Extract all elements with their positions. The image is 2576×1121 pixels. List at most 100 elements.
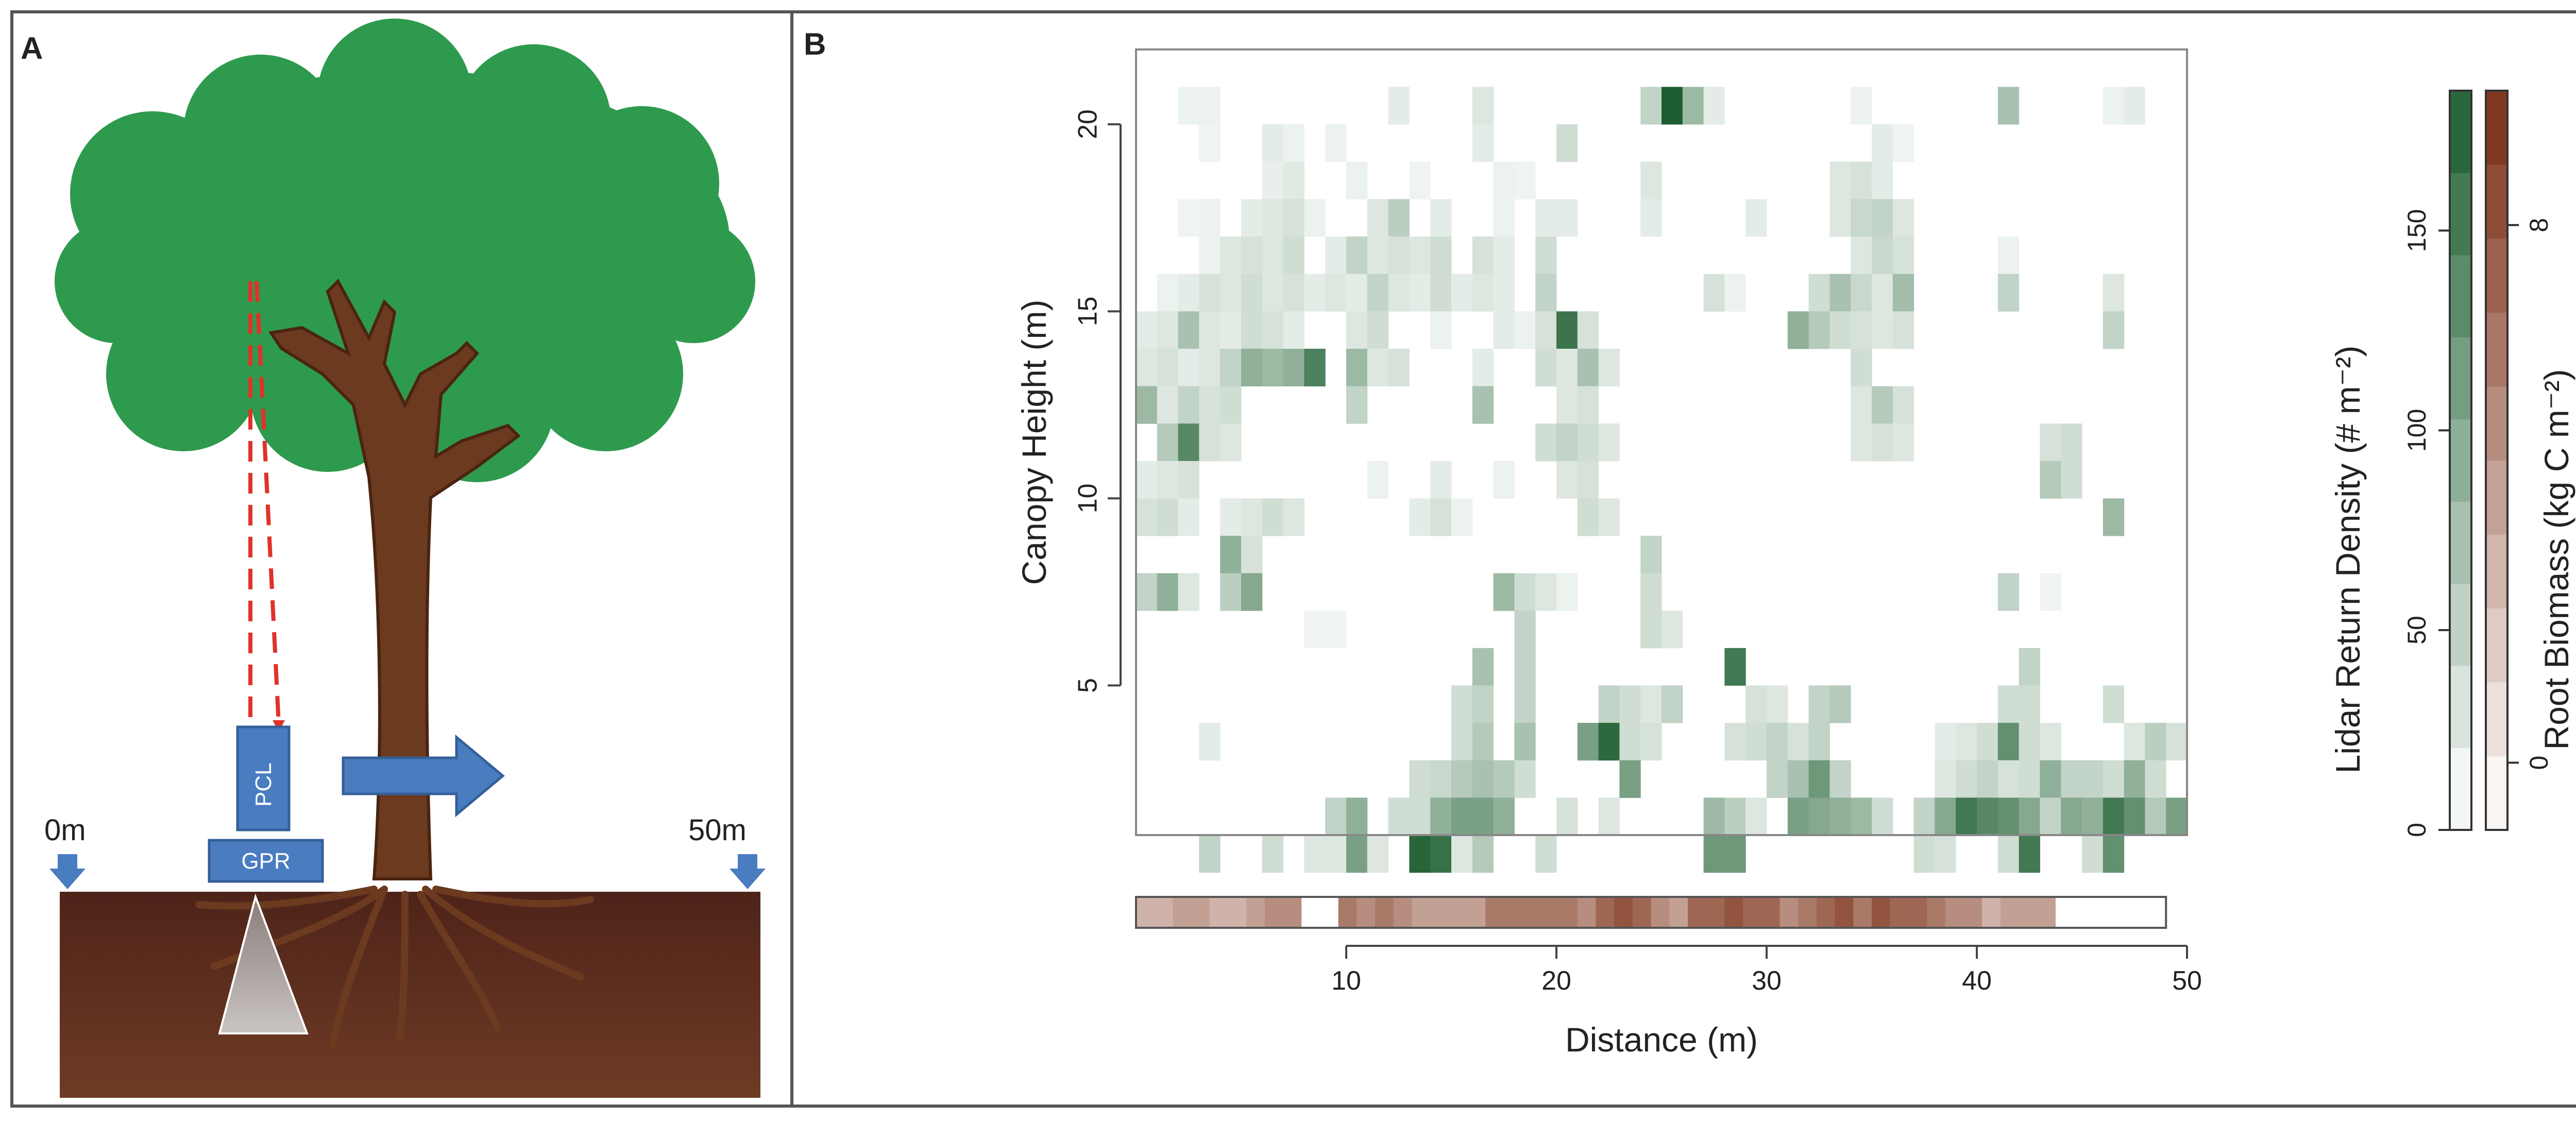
heatmap-cell	[1430, 274, 1452, 312]
heatmap-cell	[2166, 797, 2188, 836]
root-strip-frame	[1135, 896, 2167, 929]
root-biomass-cell	[1264, 897, 1284, 928]
heatmap-cell	[1997, 723, 2020, 761]
root-biomass-cell	[1632, 897, 1652, 928]
heatmap-cell	[1241, 348, 1263, 387]
heatmap-cell	[1430, 797, 1452, 836]
heatmap-cell	[1662, 685, 1683, 723]
root-biomass-cell	[1448, 897, 1468, 928]
heatmap-cell	[1283, 161, 1304, 199]
heatmap-cell	[1451, 835, 1473, 873]
colorbar-frame	[2449, 90, 2472, 831]
x-axis: 10 20 30 40 50	[1331, 945, 2202, 996]
heatmap-cell	[1556, 348, 1578, 387]
y-axis: 5 10 15 20	[1073, 109, 1122, 693]
root-colorbar-title: Root Biomass (kg C m⁻²)	[2537, 369, 2575, 750]
colorbar-swatch	[2486, 386, 2507, 461]
heatmap-cell	[1703, 87, 1725, 125]
heatmap-cell	[1451, 498, 1473, 536]
heatmap-cell	[1619, 723, 1641, 761]
heatmap-cell	[1535, 311, 1557, 349]
heatmap-cell	[2103, 797, 2125, 836]
colorbar-tick-label: 100	[2402, 409, 2431, 452]
root-biomass-cell	[1338, 897, 1357, 928]
heatmap-cell	[1283, 124, 1304, 162]
heatmap-cell	[1493, 274, 1515, 312]
heatmap-cell	[1304, 274, 1326, 312]
heatmap-cell	[1199, 348, 1221, 387]
lidar-colorbar: 0 50 100 150	[2402, 90, 2472, 837]
heatmap-cell	[1409, 236, 1431, 275]
heatmap-cell	[1598, 423, 1620, 462]
root-biomass-cell	[1283, 897, 1302, 928]
heatmap-cell	[1745, 199, 1767, 237]
heatmap-cell	[1451, 685, 1473, 723]
heatmap-cell	[1556, 386, 1578, 424]
root-biomass-cell	[1706, 897, 1725, 928]
heatmap-cell	[1892, 236, 1914, 275]
end-distance-label: 50m	[688, 813, 747, 847]
heatmap-cell	[1367, 274, 1389, 312]
heatmap-cell	[2103, 274, 2125, 312]
heatmap-cell	[1724, 797, 1746, 836]
heatmap-cell	[2019, 685, 2040, 723]
heatmap-cell	[1577, 498, 1599, 536]
root-biomass-cell	[1540, 897, 1560, 928]
heatmap-cell	[1199, 311, 1221, 349]
root-biomass-cell	[1798, 897, 1817, 928]
colorbar-swatch	[2450, 419, 2471, 502]
heatmap-cell	[1136, 573, 1158, 611]
heatmap-cell	[1892, 311, 1914, 349]
heatmap-cell	[1262, 124, 1284, 162]
heatmap-cell	[1178, 274, 1199, 312]
heatmap-cell	[1535, 423, 1557, 462]
heatmap-cell	[1430, 236, 1452, 275]
heatmap-cell	[2103, 311, 2125, 349]
heatmap-cell	[1388, 797, 1410, 836]
heatmap-cell	[1346, 835, 1368, 873]
heatmap-cell	[1283, 274, 1304, 312]
heatmap-cell	[1178, 348, 1199, 387]
heatmap-cell	[1724, 274, 1746, 312]
heatmap-cell	[1199, 199, 1221, 237]
heatmap-cell	[1409, 797, 1431, 836]
y-tick-label: 15	[1073, 296, 1103, 326]
root-biomass-cell	[2147, 897, 2166, 928]
heatmap-cell	[1556, 797, 1578, 836]
heatmap-cell	[1241, 536, 1263, 574]
heatmap-cell	[1535, 835, 1557, 873]
gpr-label: GPR	[241, 848, 290, 874]
heatmap-cell	[1808, 723, 1830, 761]
heatmap-cell	[1556, 423, 1578, 462]
root-biomass-cell	[1136, 897, 1155, 928]
heatmap-cell	[2082, 835, 2104, 873]
heatmap-cell	[1640, 87, 1662, 125]
tree-trunk	[268, 279, 521, 880]
heatmap-cell	[1409, 760, 1431, 798]
x-tick-label: 30	[1752, 966, 1782, 996]
heatmap-cell	[1304, 835, 1326, 873]
heatmap-cell	[1829, 161, 1851, 199]
heatmap-cell	[1892, 423, 1914, 462]
heatmap-cell	[1136, 498, 1158, 536]
heatmap-cell	[1598, 348, 1620, 387]
heatmap-cell	[2103, 760, 2125, 798]
heatmap-cell	[1577, 461, 1599, 499]
heatmap-cell	[1935, 760, 1956, 798]
heatmap-cell	[1178, 199, 1199, 237]
root-biomass-cell	[2092, 897, 2111, 928]
heatmap-cell	[2019, 723, 2040, 761]
heatmap-cell	[1598, 723, 1620, 761]
heatmap-cell	[1325, 124, 1347, 162]
heatmap-cell	[1682, 87, 1704, 125]
heatmap-cell	[1913, 835, 1935, 873]
heatmap-cell	[1367, 236, 1389, 275]
heatmap-cell	[2019, 797, 2040, 836]
root-biomass-cell	[1963, 897, 1982, 928]
heatmap-cell	[1430, 760, 1452, 798]
root-biomass-cell	[1357, 897, 1376, 928]
root-biomass-cell	[1835, 897, 1854, 928]
heatmap-cell	[1325, 797, 1347, 836]
heatmap-cell	[1157, 274, 1179, 312]
colorbar-tick-label: 50	[2402, 616, 2431, 644]
